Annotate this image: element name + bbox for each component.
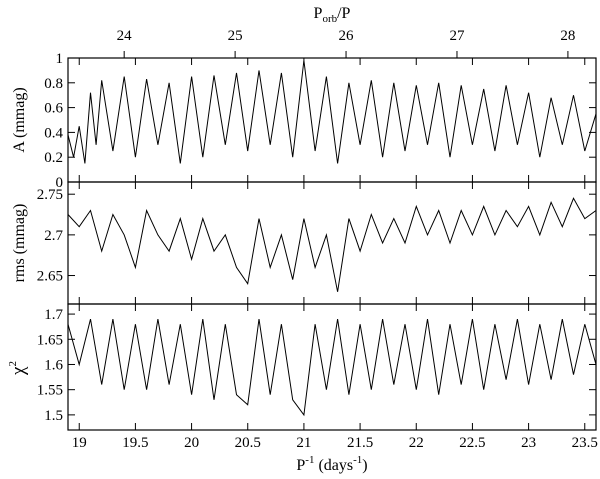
xtick-label: 23 <box>521 435 536 451</box>
series-line-rms <box>67 197 597 292</box>
ytick-label: 0.4 <box>44 125 63 141</box>
tick-marks <box>68 51 596 430</box>
ytick-label: 2.75 <box>37 187 63 203</box>
xtick-label: 22.5 <box>459 435 485 451</box>
ytick-label: 1.7 <box>44 307 63 323</box>
panel-chi2-ylabel: χ2 <box>7 361 29 376</box>
xtick-label: 20.5 <box>235 435 261 451</box>
ytick-label: 1.65 <box>37 332 63 348</box>
ytick-label: 0 <box>56 175 64 191</box>
top-axis-title-main: P <box>314 5 323 22</box>
ytick-label: 1.55 <box>37 383 63 399</box>
ytick-label: 1.6 <box>44 357 63 373</box>
xtick-label: 20 <box>184 435 199 451</box>
panel-chi2-ylabel-sup: 2 <box>7 361 19 367</box>
top-tick-label: 28 <box>560 28 575 44</box>
ytick-label: 1.5 <box>44 408 63 424</box>
series-line-chi2 <box>67 318 597 417</box>
bottom-axis-title-sup: -1 <box>305 454 314 466</box>
panel-rms-ylabel: rms (mmag) <box>11 204 28 283</box>
xtick-label: 19 <box>72 435 87 451</box>
xtick-label: 23.5 <box>572 435 598 451</box>
ytick-label: 0.2 <box>44 150 63 166</box>
bottom-axis-title-unit-sup: -1 <box>353 454 362 466</box>
top-tick-label: 27 <box>449 28 465 44</box>
ytick-label: 1 <box>56 51 64 67</box>
xtick-label: 21.5 <box>347 435 373 451</box>
bottom-axis-title-main: P <box>296 457 305 474</box>
panel-chi2-frame <box>67 303 597 431</box>
panel-a-ylabel: A (mmag) <box>11 87 28 152</box>
bottom-axis-title: P-1 (days-1) <box>296 454 367 474</box>
xtick-label: 21 <box>296 435 311 451</box>
xtick-label: 19.5 <box>122 435 148 451</box>
bottom-axis-title-unit-open: (days <box>314 457 353 474</box>
tick-labels: 0 0.2 0.4 0.6 0.8 1 2.65 2.7 2.75 1.5 1.55 1.6 1.65 1… <box>37 28 598 451</box>
ytick-label: 0.6 <box>44 101 63 117</box>
panel-chi2-ylabel-main: χ <box>8 366 29 376</box>
xtick-label: 22 <box>409 435 424 451</box>
ytick-label: 2.65 <box>37 269 63 285</box>
top-tick-label: 26 <box>339 28 355 44</box>
ytick-label: 2.7 <box>44 228 63 244</box>
top-tick-label: 25 <box>228 28 243 44</box>
top-axis-title-rest: /P <box>337 5 350 22</box>
top-axis-title-sub: orb <box>322 13 337 25</box>
top-axis-title: Porb/P <box>314 5 351 25</box>
panel-rms-frame <box>67 181 597 305</box>
bottom-axis-title-unit-close: ) <box>362 457 367 474</box>
top-tick-label: 24 <box>117 28 133 44</box>
series-line-a <box>67 60 597 164</box>
ytick-label: 0.8 <box>44 76 63 92</box>
